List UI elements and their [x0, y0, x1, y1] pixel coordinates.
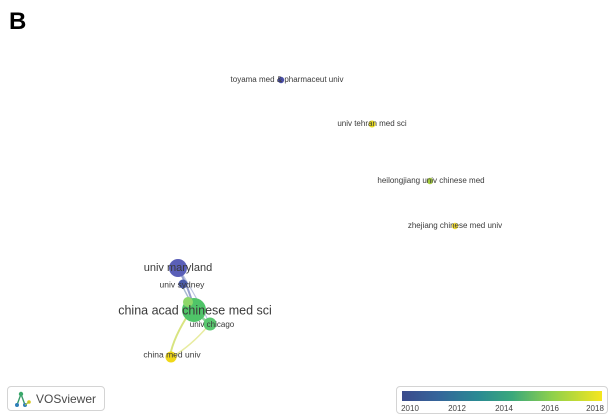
label-maryland: univ maryland [144, 262, 212, 274]
node-maryland [169, 259, 187, 277]
label-tehran: univ tehran med sci [337, 119, 407, 128]
label-chicago: univ chicago [190, 320, 235, 329]
legend-gradient-bar [402, 391, 602, 401]
node-sydney [178, 279, 188, 289]
node-zhejiang [451, 222, 459, 230]
vosviewer-logo[interactable]: VOSviewer [7, 386, 105, 411]
vosviewer-logo-text: VOSviewer [36, 391, 97, 406]
label-toyama: toyama med & pharmaceut univ [231, 75, 344, 84]
legend-tick: 2016 [541, 404, 559, 413]
panel-label: B [9, 8, 27, 35]
vosviewer-logo-icon [15, 391, 31, 407]
color-legend: 2010 2012 2014 2016 2018 [396, 386, 608, 414]
legend-tick: 2018 [586, 404, 604, 413]
label-sydney: univ sydney [160, 279, 206, 289]
legend-tick: 2012 [448, 404, 466, 413]
legend-tick: 2014 [495, 404, 513, 413]
node-heilongjiang [426, 177, 434, 185]
label-heilongjiang: heilongjiang univ chinese med [377, 176, 484, 185]
node-cacms-inner [183, 297, 193, 307]
label-cacms: china acad chinese med sci [118, 303, 272, 317]
node-chicago [203, 317, 217, 331]
node-tehran [368, 120, 376, 128]
legend-tick: 2010 [401, 404, 419, 413]
label-cmu: china med univ [143, 349, 201, 359]
node-labels: toyama med & pharmaceut univ univ tehran… [118, 75, 502, 359]
label-zhejiang: zhejiang chinese med univ [408, 221, 502, 230]
nodes [165, 76, 459, 363]
node-toyama [277, 76, 285, 84]
node-cmu [165, 351, 177, 363]
